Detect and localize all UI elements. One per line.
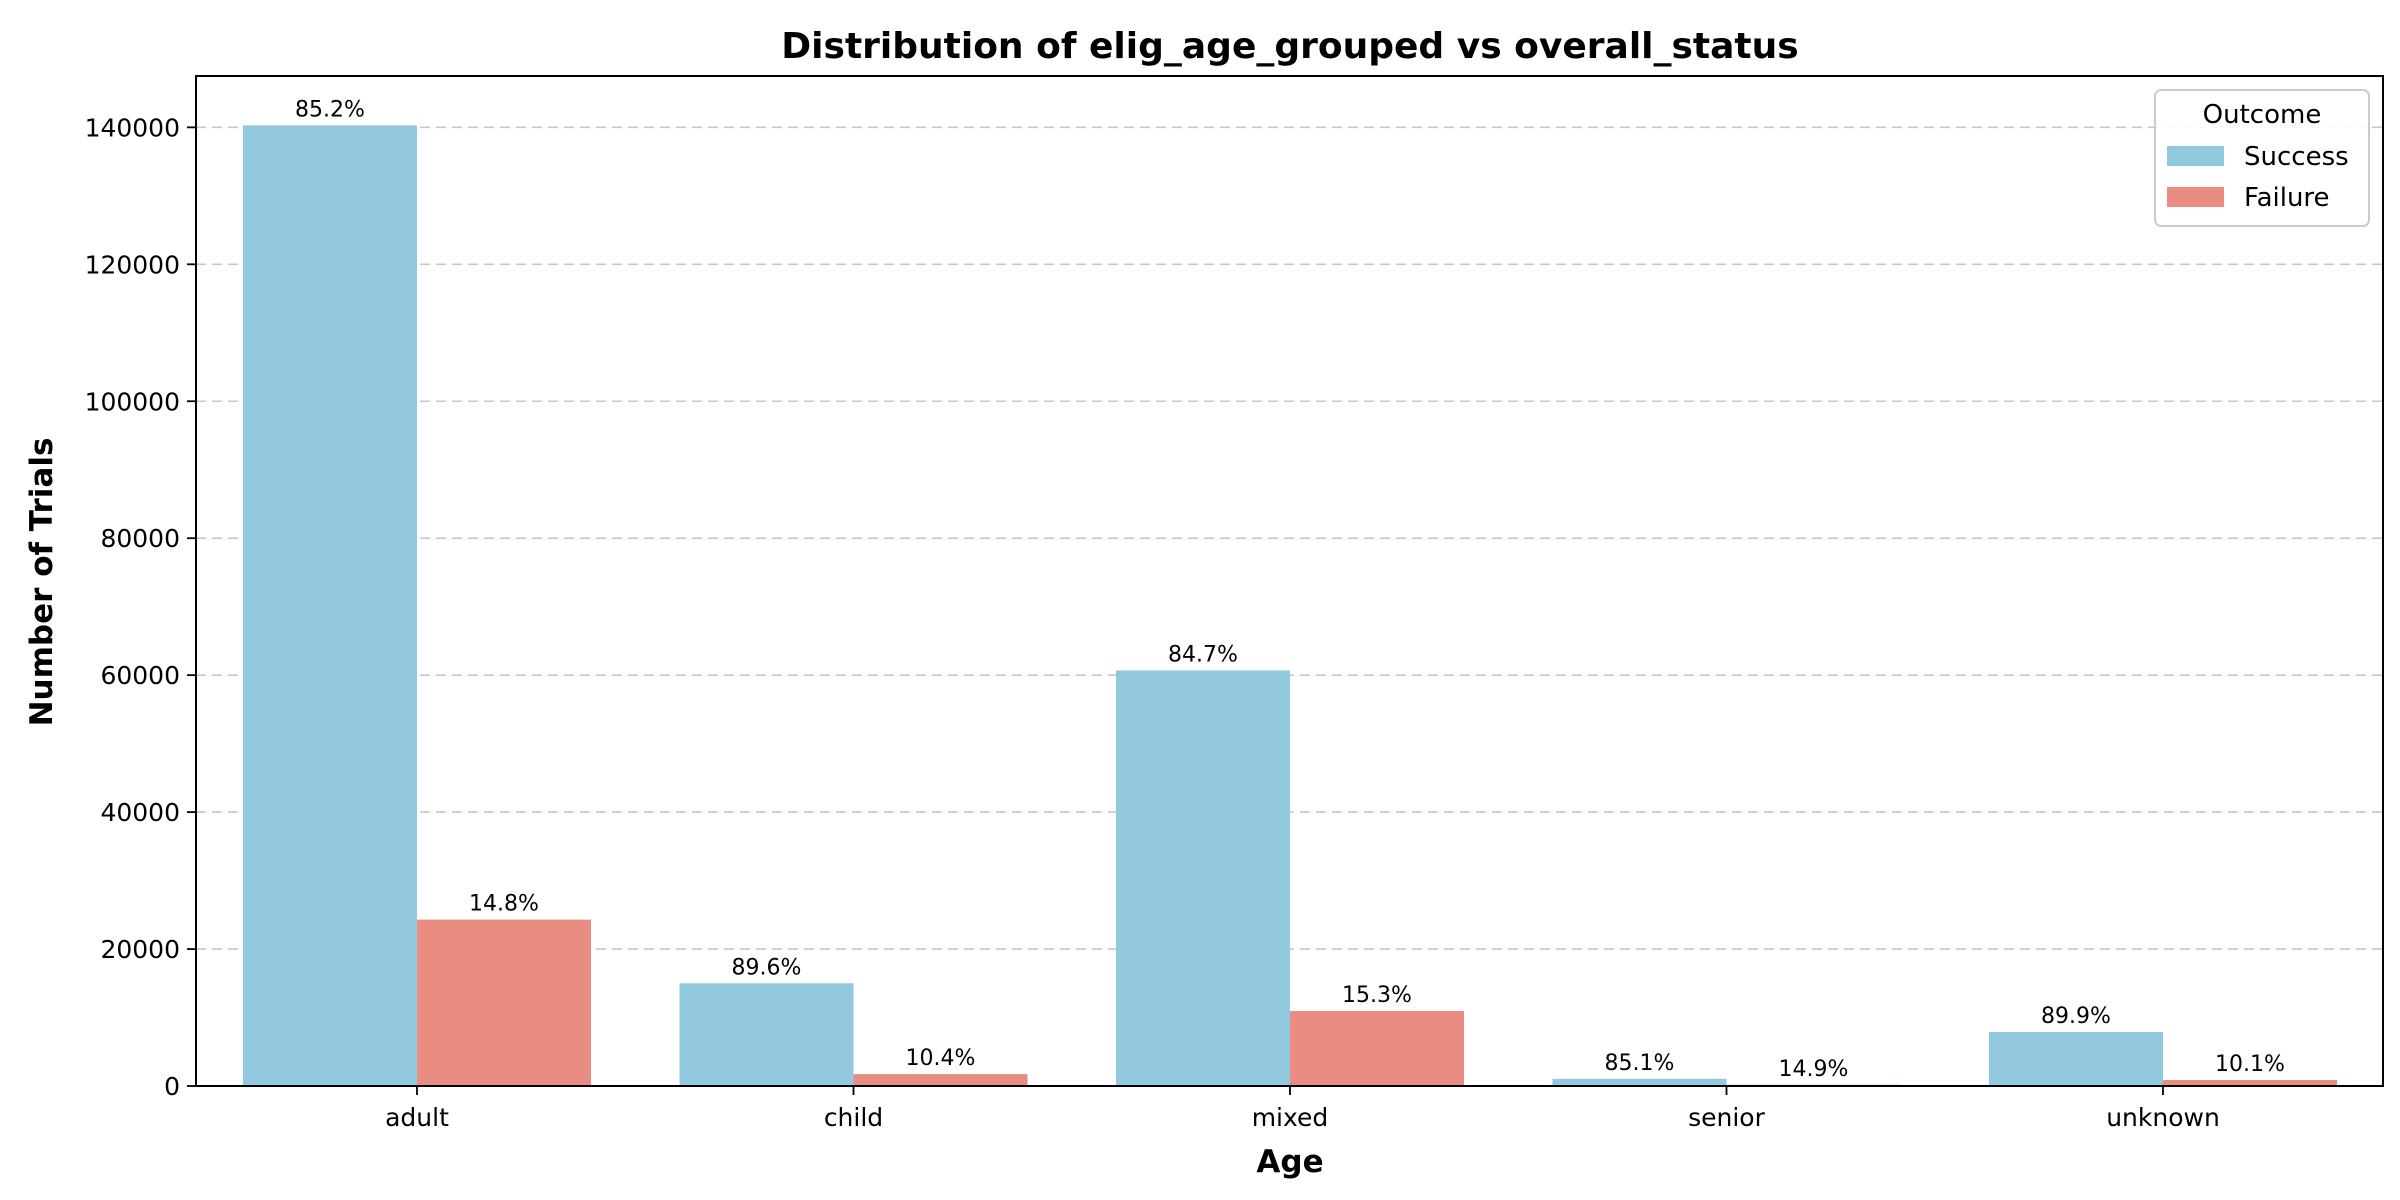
y-tick-label: 120000 [85,250,180,279]
data-label-success-child: 89.6% [732,955,802,980]
y-axis-title: Number of Trials [24,438,60,727]
data-label-success-senior: 85.1% [1605,1051,1675,1076]
y-tick-label: 0 [164,1072,180,1101]
y-tick-label: 100000 [85,387,180,416]
x-tick-label-senior: senior [1688,1103,1765,1132]
y-tick-label: 20000 [100,935,180,964]
chart-title: Distribution of elig_age_grouped vs over… [781,26,1798,67]
y-tick-label: 140000 [85,113,180,142]
axes-layer: 0 20000 40000 60000 80000 100000 120000 140000 a… [85,75,2384,1132]
legend-swatch-success [2167,146,2224,166]
bar-failure-child [853,1074,1028,1086]
x-tick-label-unknown: unknown [2106,1103,2220,1132]
bar-failure-mixed [1290,1011,1464,1086]
bar-success-mixed [1116,670,1290,1086]
legend: Outcome Success Failure [2154,89,2370,227]
bar-success-adult [243,125,417,1086]
legend-swatch-failure [2167,187,2224,207]
legend-title: Outcome [2203,100,2322,130]
y-tick-label: 80000 [100,524,180,553]
legend-label-success: Success [2244,142,2349,172]
legend-items: Success Failure [2167,142,2349,213]
legend-label-failure: Failure [2244,183,2330,213]
data-label-failure-child: 10.4% [906,1046,976,1071]
bars-layer [243,125,2337,1086]
x-tick-label-adult: adult [385,1103,449,1132]
x-tick-label-mixed: mixed [1252,1103,1329,1132]
bar-success-unknown [1989,1031,2163,1086]
y-tick-label: 60000 [100,661,180,690]
data-label-success-adult: 85.2% [295,97,365,122]
x-axis-title: Age [1256,1144,1323,1180]
data-labels-layer: 85.2% 14.8% 89.6% 10.4% 84.7% 15.3% 85.1% 14.9%… [295,97,2285,1081]
bar-success-child [679,983,854,1086]
bar-failure-adult [417,919,591,1086]
plot-frame [195,75,2384,1087]
data-label-failure-senior: 14.9% [1779,1057,1849,1082]
data-label-failure-adult: 14.8% [469,892,539,917]
x-tick-label-child: child [824,1103,883,1132]
data-label-failure-mixed: 15.3% [1342,983,1412,1008]
data-label-failure-unknown: 10.1% [2215,1052,2285,1077]
bar-failure-unknown [2163,1079,2337,1086]
data-label-success-unknown: 89.9% [2041,1004,2111,1029]
bar-success-senior [1552,1078,1727,1086]
y-tick-label: 40000 [100,798,180,827]
data-label-success-mixed: 84.7% [1168,642,1238,667]
